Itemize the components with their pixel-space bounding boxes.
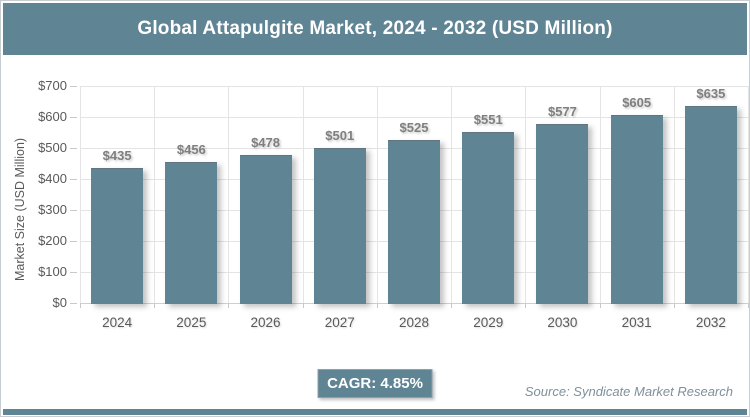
cagr-badge: CAGR: 4.85% bbox=[317, 369, 433, 398]
x-tick-label: 2024 bbox=[102, 315, 133, 330]
gridline-h bbox=[80, 117, 748, 118]
bar bbox=[313, 147, 366, 304]
bottom-accent-bar bbox=[3, 409, 747, 415]
x-tick-label: 2032 bbox=[695, 315, 726, 330]
bar bbox=[536, 124, 589, 304]
chart-region: Market Size (USD Million) $0 $100 $200 $300… bbox=[1, 55, 749, 351]
gridline-v bbox=[748, 86, 749, 303]
chart-title-bar: Global Attapulgite Market, 2024 - 2032 (… bbox=[3, 3, 747, 55]
cagr-badge-label: CAGR: 4.85% bbox=[327, 375, 423, 392]
x-tick-label: 2027 bbox=[324, 315, 355, 330]
x-tick-label: 2029 bbox=[473, 315, 504, 330]
x-axis-tick bbox=[451, 303, 453, 308]
y-tick-label: $0 bbox=[52, 295, 67, 310]
gridline-v bbox=[154, 86, 156, 303]
y-tick-label: $400 bbox=[38, 171, 67, 186]
x-tick-label: 2031 bbox=[621, 315, 652, 330]
gridline-v bbox=[302, 86, 304, 303]
y-axis-tick bbox=[70, 86, 77, 87]
y-axis-tick bbox=[70, 179, 77, 180]
gridline-h bbox=[80, 86, 748, 87]
x-axis-tick bbox=[154, 303, 156, 308]
bar-value-label: $577 bbox=[547, 104, 577, 120]
x-axis-tick bbox=[599, 303, 601, 308]
y-axis-tick bbox=[70, 272, 77, 273]
y-axis-tick bbox=[70, 148, 77, 149]
bar-value-label: $435 bbox=[102, 148, 132, 164]
bar bbox=[165, 161, 218, 304]
gridline-v bbox=[599, 86, 601, 303]
gridline-v bbox=[451, 86, 453, 303]
x-axis-tick bbox=[748, 303, 749, 308]
bar-value-label: $456 bbox=[176, 141, 206, 157]
bar-value-label: $551 bbox=[473, 112, 503, 128]
plot-area: $0 $100 $200 $300 $400 $500 $600 $700 $435 2024 $4… bbox=[38, 78, 749, 330]
gridline-v bbox=[80, 86, 81, 303]
bar-value-label: $605 bbox=[622, 95, 652, 111]
chart-title: Global Attapulgite Market, 2024 - 2032 (… bbox=[137, 18, 613, 39]
y-tick-label: $200 bbox=[38, 233, 67, 248]
bar-value-label: $501 bbox=[325, 127, 355, 143]
bar bbox=[91, 168, 144, 304]
y-tick-label: $500 bbox=[38, 140, 67, 155]
gridline-v bbox=[673, 86, 675, 303]
gridline-v bbox=[376, 86, 378, 303]
y-tick-label: $300 bbox=[38, 202, 67, 217]
source-text: Source: Syndicate Market Research bbox=[524, 384, 733, 399]
bar-value-label: $478 bbox=[251, 134, 280, 150]
bar-value-label: $525 bbox=[399, 120, 429, 136]
x-axis-tick bbox=[228, 303, 230, 308]
bar bbox=[462, 132, 515, 304]
gridline-v bbox=[228, 86, 230, 303]
y-axis-tick bbox=[70, 241, 77, 242]
x-tick-label: 2028 bbox=[398, 315, 429, 330]
x-tick-label: 2025 bbox=[176, 315, 207, 330]
y-axis-tick bbox=[70, 117, 77, 118]
bar bbox=[684, 106, 737, 304]
gridline-v bbox=[525, 86, 527, 303]
y-tick-label: $700 bbox=[38, 78, 67, 93]
y-tick-label: $600 bbox=[38, 109, 67, 124]
y-axis-tick bbox=[70, 303, 77, 304]
x-axis-tick bbox=[302, 303, 304, 308]
y-axis-tick bbox=[70, 210, 77, 211]
bar bbox=[610, 115, 663, 304]
x-axis-tick bbox=[376, 303, 378, 308]
x-tick-label: 2030 bbox=[547, 315, 578, 330]
bar bbox=[388, 140, 440, 304]
x-tick-label: 2026 bbox=[250, 315, 281, 330]
x-axis-tick bbox=[673, 303, 675, 308]
bar bbox=[239, 154, 292, 304]
bar-value-label: $635 bbox=[696, 86, 726, 102]
x-axis-tick bbox=[525, 303, 527, 308]
x-axis-tick bbox=[80, 303, 81, 308]
y-tick-label: $100 bbox=[38, 264, 67, 279]
